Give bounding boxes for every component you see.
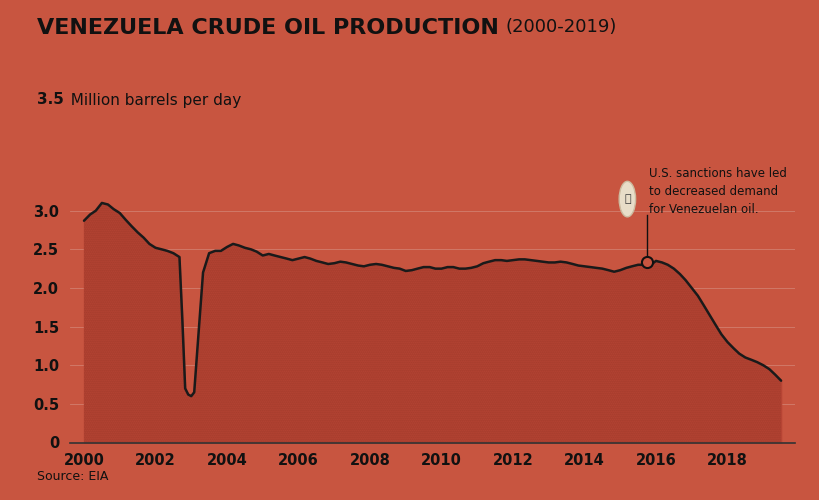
Text: ⎘: ⎘	[623, 194, 630, 204]
Text: 3.5: 3.5	[37, 92, 64, 108]
Text: Million barrels per day: Million barrels per day	[61, 92, 242, 108]
Text: U.S. sanctions have led
to decreased demand
for Venezuelan oil.: U.S. sanctions have led to decreased dem…	[648, 167, 785, 216]
Text: VENEZUELA CRUDE OIL PRODUCTION: VENEZUELA CRUDE OIL PRODUCTION	[37, 18, 498, 38]
Text: Source: EIA: Source: EIA	[37, 470, 108, 482]
Text: (2000-2019): (2000-2019)	[505, 18, 616, 36]
Circle shape	[618, 182, 635, 217]
